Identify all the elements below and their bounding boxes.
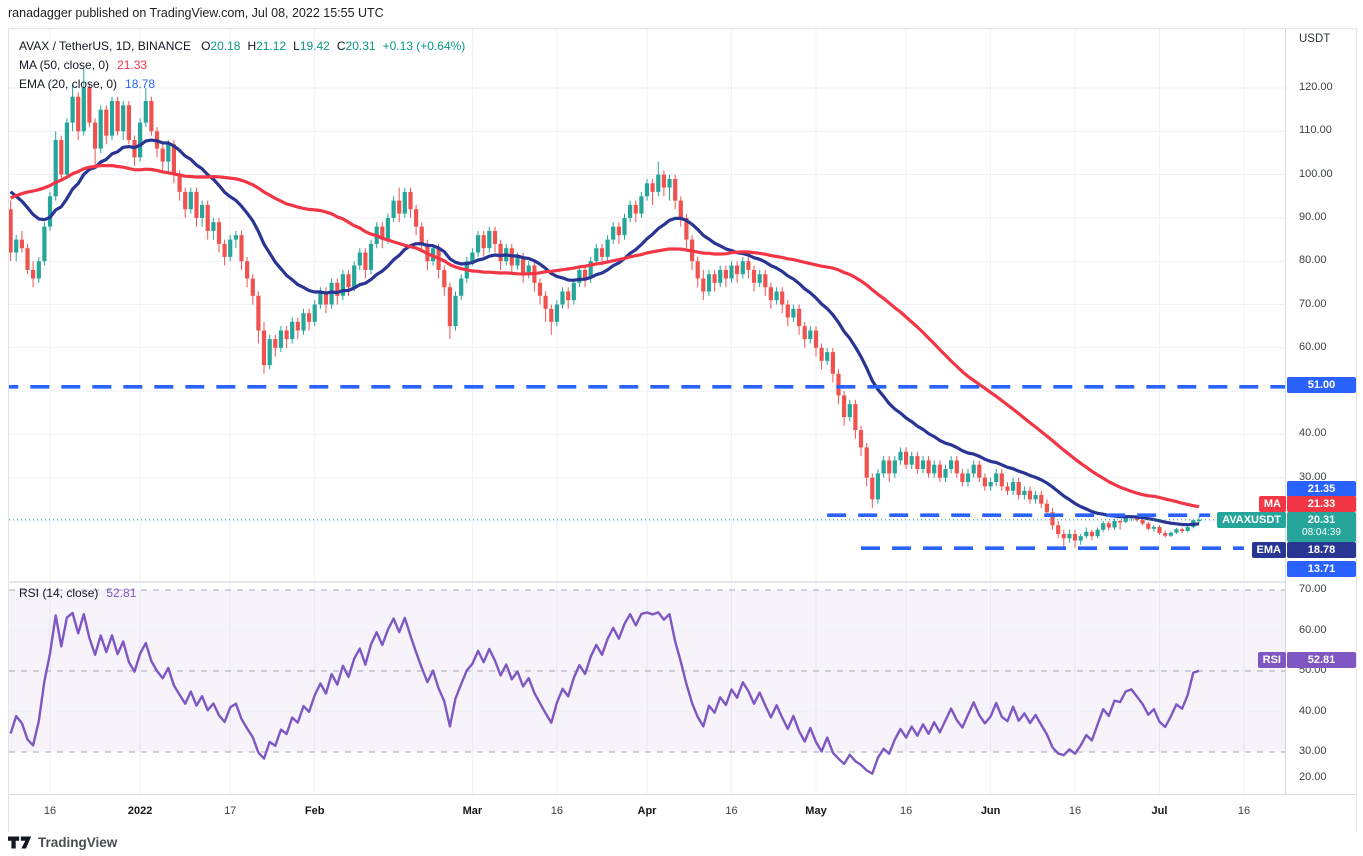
price-axis-separator xyxy=(1285,29,1286,831)
rsi-tick-label: 20.00 xyxy=(1299,771,1327,783)
high-value: 21.12 xyxy=(256,39,287,53)
price-tick-label: 90.00 xyxy=(1299,211,1327,223)
ma-indicator-value: 21.33 xyxy=(117,58,148,72)
footer-logo[interactable]: TradingView xyxy=(8,834,117,851)
high-label: H xyxy=(247,39,257,53)
bar-countdown: 08:04:39 xyxy=(1302,527,1341,538)
open-label: O xyxy=(201,39,211,53)
price-tick-label: 60.00 xyxy=(1299,341,1327,353)
price-tick-label: 70.00 xyxy=(1299,298,1327,310)
time-tick-label[interactable]: 17 xyxy=(224,805,237,817)
level-1371-marker: 13.71 xyxy=(1287,561,1356,577)
chart-canvas[interactable] xyxy=(9,29,1285,799)
price-axis[interactable]: USDT 120.00 110.00 100.00 90.00 80.00 70.00 60… xyxy=(1286,29,1356,794)
price-tick-label: 100.00 xyxy=(1299,168,1333,180)
last-price-value: 20.31 xyxy=(1307,514,1336,526)
time-tick-label[interactable]: Feb xyxy=(304,805,325,817)
close-value: 20.31 xyxy=(345,39,376,53)
last-price-label: 20.31 08:04:39 xyxy=(1287,512,1356,542)
low-label: L xyxy=(293,39,300,53)
rsi-indicator-label[interactable]: RSI (14, close) xyxy=(19,586,99,600)
time-tick-label[interactable]: 16 xyxy=(725,805,738,817)
rsi-indicator-value: 52.81 xyxy=(106,586,137,600)
chart-svg[interactable] xyxy=(9,29,1285,794)
price-tick-label: 80.00 xyxy=(1299,254,1327,266)
rsi-tick-label: 30.00 xyxy=(1299,745,1327,757)
ma-indicator-label[interactable]: MA (50, close, 0) xyxy=(19,58,110,72)
tradingview-logo-icon xyxy=(8,836,32,849)
price-tick-label: 110.00 xyxy=(1299,124,1332,136)
time-tick-label[interactable]: 16 xyxy=(1237,805,1251,817)
change-value: +0.13 (+0.64%) xyxy=(382,39,466,53)
low-value: 19.42 xyxy=(299,39,330,53)
time-tick-label[interactable]: Jun xyxy=(980,805,1001,817)
time-tick-label[interactable]: 16 xyxy=(899,805,913,817)
level-51-marker: 51.00 xyxy=(1287,377,1356,393)
rsi-legend-row[interactable]: RSI (14, close) 52.81 xyxy=(19,586,136,600)
last-price-marker: AVAXUSDT 20.31 08:04:39 xyxy=(1217,512,1356,542)
level-1371-label: 13.71 xyxy=(1287,561,1356,577)
chart-widget: AVAX / TetherUS, 1D, BINANCE O20.18 H21.12… xyxy=(8,28,1357,832)
ma-tag: MA xyxy=(1258,496,1286,512)
legend-ma-row[interactable]: MA (50, close, 0) 21.33 xyxy=(19,56,465,74)
legend-symbol-row[interactable]: AVAX / TetherUS, 1D, BINANCE O20.18 H21.12… xyxy=(19,37,465,55)
ema-tag: EMA xyxy=(1251,542,1286,558)
close-label: C xyxy=(336,39,346,53)
tradingview-wordmark: TradingView xyxy=(38,835,118,850)
price-tick-label: 120.00 xyxy=(1299,81,1333,93)
symbol-tag: AVAXUSDT xyxy=(1217,512,1286,528)
chart-legend: AVAX / TetherUS, 1D, BINANCE O20.18 H21.12… xyxy=(19,37,465,94)
price-axis-currency: USDT xyxy=(1299,33,1331,45)
symbol-title[interactable]: AVAX / TetherUS, 1D, BINANCE xyxy=(19,39,192,53)
time-tick-label[interactable]: 16 xyxy=(1068,805,1082,817)
time-axis[interactable]: 16 2022 17 Feb Mar 16 Apr 16 May 16 Jun 16 Jul 16 xyxy=(9,794,1356,832)
ma-axis-value: 21.33 xyxy=(1287,496,1356,512)
time-tick-label[interactable]: Apr xyxy=(637,805,657,817)
ema-axis-value: 18.78 xyxy=(1287,542,1356,558)
ohlc-readout: O20.18 H21.12 L19.42 C20.31 +0.13 (+0.64%) xyxy=(201,39,465,53)
time-tick-label[interactable]: 16 xyxy=(43,805,57,817)
open-value: 20.18 xyxy=(210,39,241,53)
time-tick-label[interactable]: Mar xyxy=(462,805,483,817)
time-tick-label[interactable]: 16 xyxy=(550,805,564,817)
publish-line: ranadagger published on TradingView.com,… xyxy=(8,6,384,20)
rsi-marker: RSI 52.81 xyxy=(1257,652,1356,668)
time-tick-label[interactable]: May xyxy=(805,805,827,817)
rsi-tag: RSI xyxy=(1257,652,1286,668)
chart-plot-area[interactable] xyxy=(9,29,1285,794)
level-2135-label: 21.35 xyxy=(1287,481,1356,497)
time-tick-label[interactable]: Jul xyxy=(1151,805,1168,817)
price-tick-label: 30.00 xyxy=(1299,471,1327,483)
rsi-tick-label: 70.00 xyxy=(1299,583,1327,595)
rsi-axis-value: 52.81 xyxy=(1287,652,1356,668)
ma-marker: MA 21.33 xyxy=(1258,496,1356,512)
ema-marker: EMA 18.78 xyxy=(1251,542,1356,558)
ema-indicator-value: 18.78 xyxy=(125,77,156,91)
level-51-label: 51.00 xyxy=(1287,377,1356,393)
price-tick-label: 40.00 xyxy=(1299,427,1327,439)
level-2135-marker: 21.35 xyxy=(1287,481,1356,497)
rsi-tick-label: 60.00 xyxy=(1299,624,1327,636)
rsi-tick-label: 40.00 xyxy=(1299,705,1327,717)
time-tick-label[interactable]: 2022 xyxy=(127,805,153,817)
pane-separator[interactable] xyxy=(9,581,1356,583)
ema-indicator-label[interactable]: EMA (20, close, 0) xyxy=(19,77,118,91)
legend-ema-row[interactable]: EMA (20, close, 0) 18.78 xyxy=(19,75,465,93)
